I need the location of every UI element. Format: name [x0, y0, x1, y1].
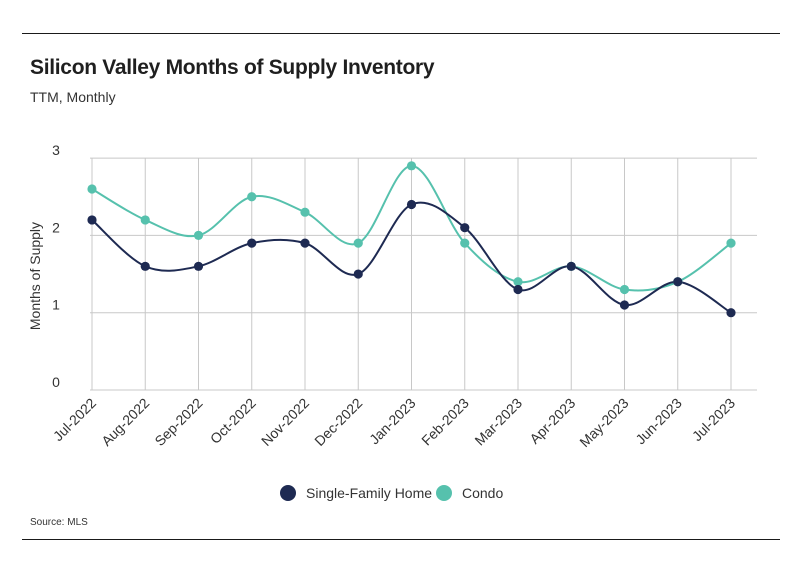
x-tick-label: May-2023: [576, 395, 631, 450]
data-point-single-family-home: [353, 269, 363, 279]
data-point-single-family-home: [300, 238, 310, 248]
x-tick-label: Jul-2022: [50, 395, 99, 444]
y-tick-label: 2: [52, 219, 60, 235]
data-point-condo: [460, 238, 470, 248]
data-point-single-family-home: [406, 199, 417, 210]
x-tick-label: Sep-2022: [151, 395, 205, 449]
x-tick-label: Mar-2023: [471, 395, 525, 449]
data-point-single-family-home: [673, 277, 683, 287]
data-point-condo: [513, 277, 523, 287]
legend-label-condo: Condo: [462, 485, 503, 501]
data-point-condo: [247, 192, 257, 202]
data-point-condo: [300, 207, 310, 217]
y-axis-title: Months of Supply: [27, 222, 43, 330]
data-point-single-family-home: [247, 238, 257, 248]
legend-marker-single-family: [280, 485, 296, 501]
top-rule: [22, 33, 780, 34]
data-point-single-family-home: [726, 308, 736, 318]
y-tick-labels: 0 1 2 3: [52, 142, 60, 390]
legend-marker-condo: [436, 485, 452, 501]
grid-lines: [90, 157, 757, 391]
data-point-single-family-home: [87, 215, 97, 225]
data-point-condo: [193, 230, 204, 240]
x-tick-label: Jun-2023: [632, 395, 685, 448]
x-tick-label: Aug-2022: [98, 395, 152, 449]
data-point-condo: [140, 215, 150, 225]
x-tick-label: Jan-2023: [366, 395, 419, 448]
x-tick-label: Oct-2022: [207, 395, 259, 447]
data-point-condo: [406, 161, 417, 171]
x-tick-label: Feb-2023: [418, 395, 472, 449]
data-point-single-family-home: [140, 261, 150, 271]
data-point-condo: [726, 238, 736, 248]
data-point-condo: [353, 238, 363, 248]
y-tick-label: 0: [52, 374, 60, 390]
legend-item-single-family: Single-Family Home: [280, 485, 432, 501]
x-tick-labels: Jul-2022 Aug-2022 Sep-2022 Oct-2022 Nov-2022…: [50, 395, 738, 450]
x-tick-label: Jul-2023: [689, 395, 738, 444]
data-point-single-family-home: [193, 261, 204, 271]
chart-subtitle: TTM, Monthly: [30, 89, 116, 105]
y-tick-label: 3: [52, 142, 60, 158]
x-tick-label: Apr-2023: [526, 395, 578, 447]
legend: Single-Family Home Condo: [280, 485, 503, 501]
legend-item-condo: Condo: [436, 485, 503, 501]
x-tick-label: Dec-2022: [311, 395, 365, 449]
chart-title: Silicon Valley Months of Supply Inventor…: [30, 56, 435, 79]
data-point-single-family-home: [513, 284, 523, 295]
data-point-condo: [87, 184, 97, 194]
x-tick-label: Nov-2022: [258, 395, 312, 449]
source-note: Source: MLS: [30, 517, 88, 528]
data-point-single-family-home: [619, 300, 630, 310]
data-point-condo: [619, 284, 630, 295]
series-points: [87, 161, 736, 318]
data-point-single-family-home: [566, 261, 576, 271]
bottom-rule: [22, 539, 780, 540]
data-point-single-family-home: [460, 223, 470, 233]
y-tick-label: 1: [52, 297, 60, 313]
legend-label-single-family: Single-Family Home: [306, 485, 432, 501]
